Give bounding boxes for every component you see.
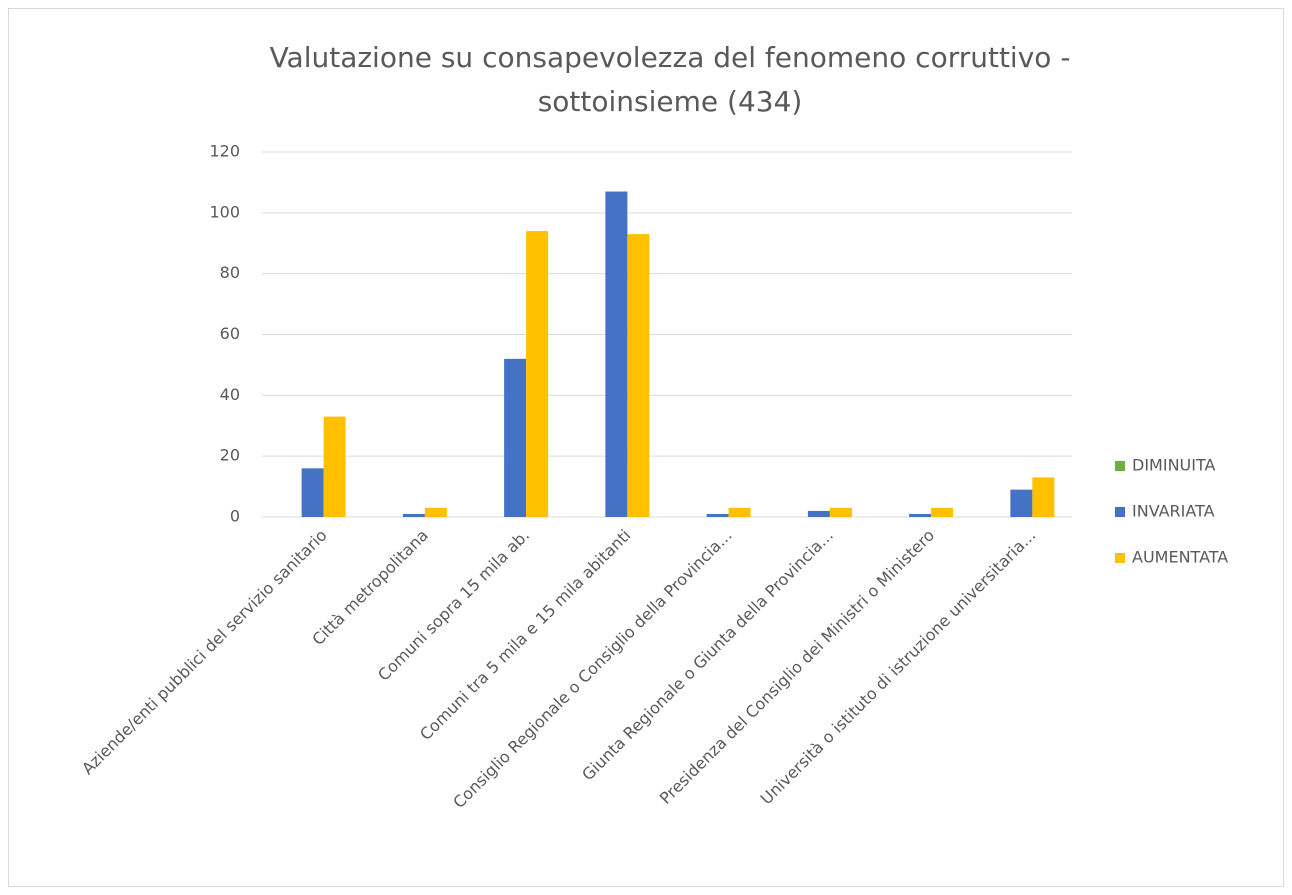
bar	[706, 513, 729, 517]
y-tick-label: 40	[220, 385, 240, 404]
legend-swatch	[1115, 461, 1125, 471]
y-tick-label: 120	[209, 142, 240, 161]
legend-label: DIMINUITA	[1132, 456, 1215, 475]
y-tick-label: 0	[230, 507, 240, 526]
bar	[526, 231, 549, 518]
bar	[728, 507, 751, 517]
y-tick-label: 20	[220, 446, 240, 465]
bar	[909, 513, 932, 517]
bar	[627, 234, 650, 517]
bar	[301, 468, 324, 517]
bar	[931, 507, 954, 517]
bar	[1032, 477, 1055, 517]
bar	[402, 513, 425, 517]
chart-frame	[8, 8, 1284, 887]
bar	[605, 191, 628, 517]
bar	[424, 507, 447, 517]
legend-swatch	[1115, 507, 1125, 517]
bar	[829, 507, 852, 517]
y-tick-label: 60	[220, 324, 240, 343]
bar	[504, 358, 527, 517]
legend-label: AUMENTATA	[1132, 548, 1228, 567]
bar	[1010, 489, 1033, 517]
x-tick-label: Aziende/enti pubblici del servizio sanit…	[78, 526, 331, 779]
y-tick-label: 100	[209, 202, 240, 221]
y-tick-label: 80	[220, 263, 240, 282]
bar	[323, 416, 346, 517]
chart-title: Valutazione su consapevolezza del fenome…	[269, 41, 1071, 118]
legend-swatch	[1115, 553, 1125, 563]
bar	[807, 510, 830, 517]
legend-label: INVARIATA	[1132, 502, 1215, 521]
x-tick-label: Comuni tra 5 mila e 15 mila abitanti	[416, 526, 634, 744]
